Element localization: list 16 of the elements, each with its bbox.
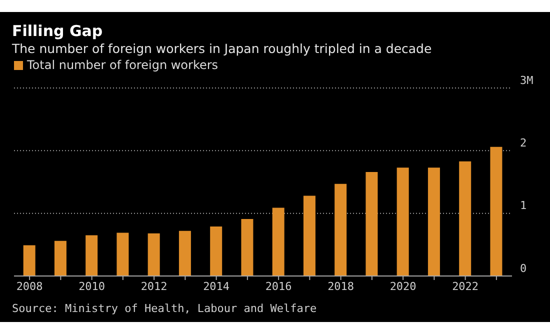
x-tick-label: 2008: [16, 280, 43, 293]
x-tick-label: 2018: [328, 280, 354, 293]
y-tick-label: 1: [520, 199, 527, 212]
x-tick-label: 2012: [140, 280, 168, 293]
legend-label: Total number of foreign workers: [27, 58, 218, 72]
source-note: Source: Ministry of Health, Labour and Welfare: [12, 302, 317, 315]
chart-title: Filling Gap: [12, 22, 103, 40]
y-tick-label: 2: [520, 136, 527, 150]
x-tick-label: 2010: [78, 280, 106, 293]
y-tick-label: 0: [520, 262, 527, 275]
y-tick-label: 3M: [520, 74, 534, 87]
x-tick-label: 2020: [390, 280, 416, 293]
chart-subtitle: The number of foreign workers in Japan roughly tripled in a decade: [12, 41, 432, 56]
x-tick-label: 2014: [203, 280, 230, 293]
x-tick-label: 2016: [265, 280, 292, 293]
x-tick-label: 2022: [452, 280, 479, 293]
